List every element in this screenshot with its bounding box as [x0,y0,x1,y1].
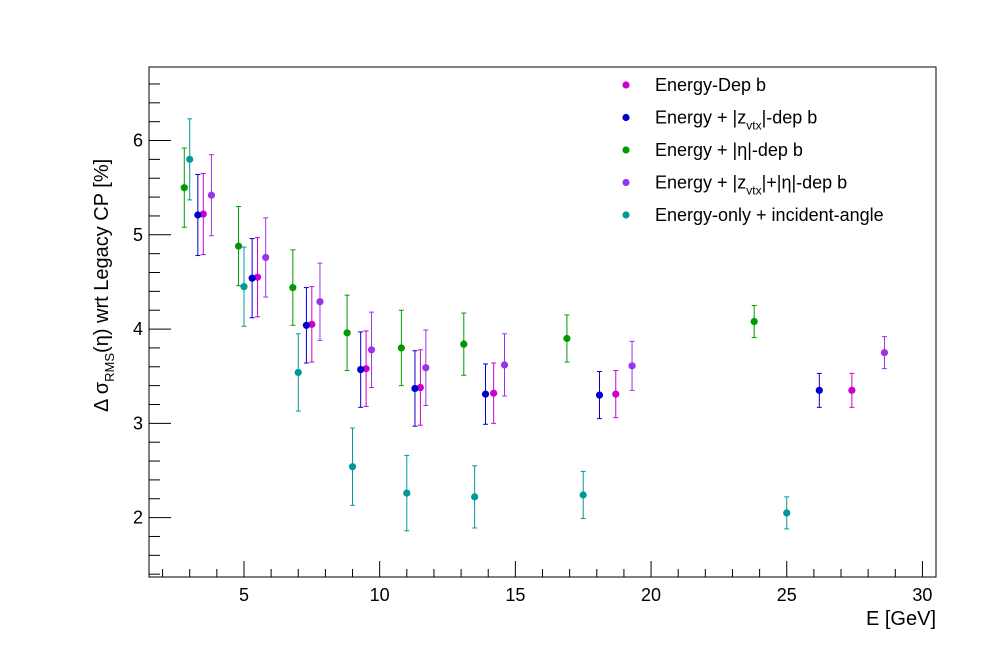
legend-item-4: Energy + |zvtx|+|η|-dep b [622,173,847,198]
legend-marker [622,113,630,122]
y-axis-title-part-1: Δ σ [91,381,113,412]
data-point [500,361,509,369]
data-point [367,346,376,354]
series-layer [180,118,889,532]
x-tick-label: 10 [370,585,390,605]
axis-ticks [149,83,923,577]
data-point [294,368,302,377]
data-point [302,321,310,329]
x-tick-label: 15 [505,585,525,605]
y-tick-label: 5 [133,225,143,245]
legend-marker [622,146,630,154]
data-point [490,389,498,397]
x-tick-label: 25 [777,585,797,605]
data-point [471,493,479,501]
plot-frame [148,66,937,578]
y-axis-title-part-2: (η) wrt Legacy CP [%] [91,159,113,353]
data-point [595,391,604,399]
x-tick-label: 20 [641,585,661,605]
legend-label: Energy + |zvtx|+|η|-dep b [655,173,847,198]
series-3 [180,147,758,387]
data-point [362,365,370,373]
data-point [460,340,468,348]
data-point [481,390,490,398]
legend-label: Energy-Dep b [655,75,766,95]
x-tick-label: 30 [912,585,932,605]
legend-label: Energy + |zvtx|-dep b [655,108,817,133]
data-point [240,283,248,291]
data-point [750,317,758,326]
legend-item-5: Energy-only + incident-angle [622,205,884,225]
legend-item-1: Energy-Dep b [622,75,766,95]
data-point [194,211,202,219]
data-point [880,349,889,357]
data-point [422,364,430,372]
legend-marker [622,81,630,89]
legend-label: Energy-only + incident-angle [655,205,884,225]
data-point [343,329,351,337]
data-point [357,366,365,374]
data-point [579,491,587,499]
data-point [403,489,411,497]
data-point [207,191,216,199]
y-tick-label: 4 [133,319,143,339]
y-axis-title-subscript: RMS [102,353,117,382]
data-point [180,184,188,192]
data-point [563,334,571,343]
data-point [411,384,419,393]
data-point [783,509,791,517]
series-2 [194,173,823,427]
series-1 [199,173,856,426]
data-point [397,344,405,352]
data-point [815,386,823,394]
data-point [186,155,194,163]
data-point [262,253,270,262]
x-tick-label: 5 [239,585,249,605]
data-point [248,274,256,282]
legend-marker [622,211,630,219]
x-axis-title: E [GeV] [866,608,936,630]
axis-tick-labels: 5 10 15 20 25 30 2 3 4 5 6 [133,131,932,605]
data-point [348,463,357,471]
data-point [289,283,297,292]
data-point [316,298,324,306]
legend: Energy-Dep b Energy + |zvtx|-dep b Energy … [622,75,884,225]
series-5 [186,118,791,532]
data-point [848,386,856,394]
data-point [234,242,243,250]
y-axis-title: Δ σRMS(η) wrt Legacy CP [%] [91,159,117,412]
series-4 [207,154,889,406]
data-point [612,390,620,398]
legend-item-3: Energy + |η|-dep b [622,140,803,160]
legend-item-2: Energy + |zvtx|-dep b [622,108,817,133]
y-tick-label: 2 [133,508,143,528]
y-tick-label: 6 [133,131,143,151]
data-point [628,362,636,370]
data-point [416,383,424,392]
data-point [199,210,207,218]
data-point [308,320,316,328]
data-point [253,273,262,281]
legend-marker [622,178,630,187]
legend-label: Energy + |η|-dep b [655,140,803,160]
y-tick-label: 3 [133,413,143,433]
